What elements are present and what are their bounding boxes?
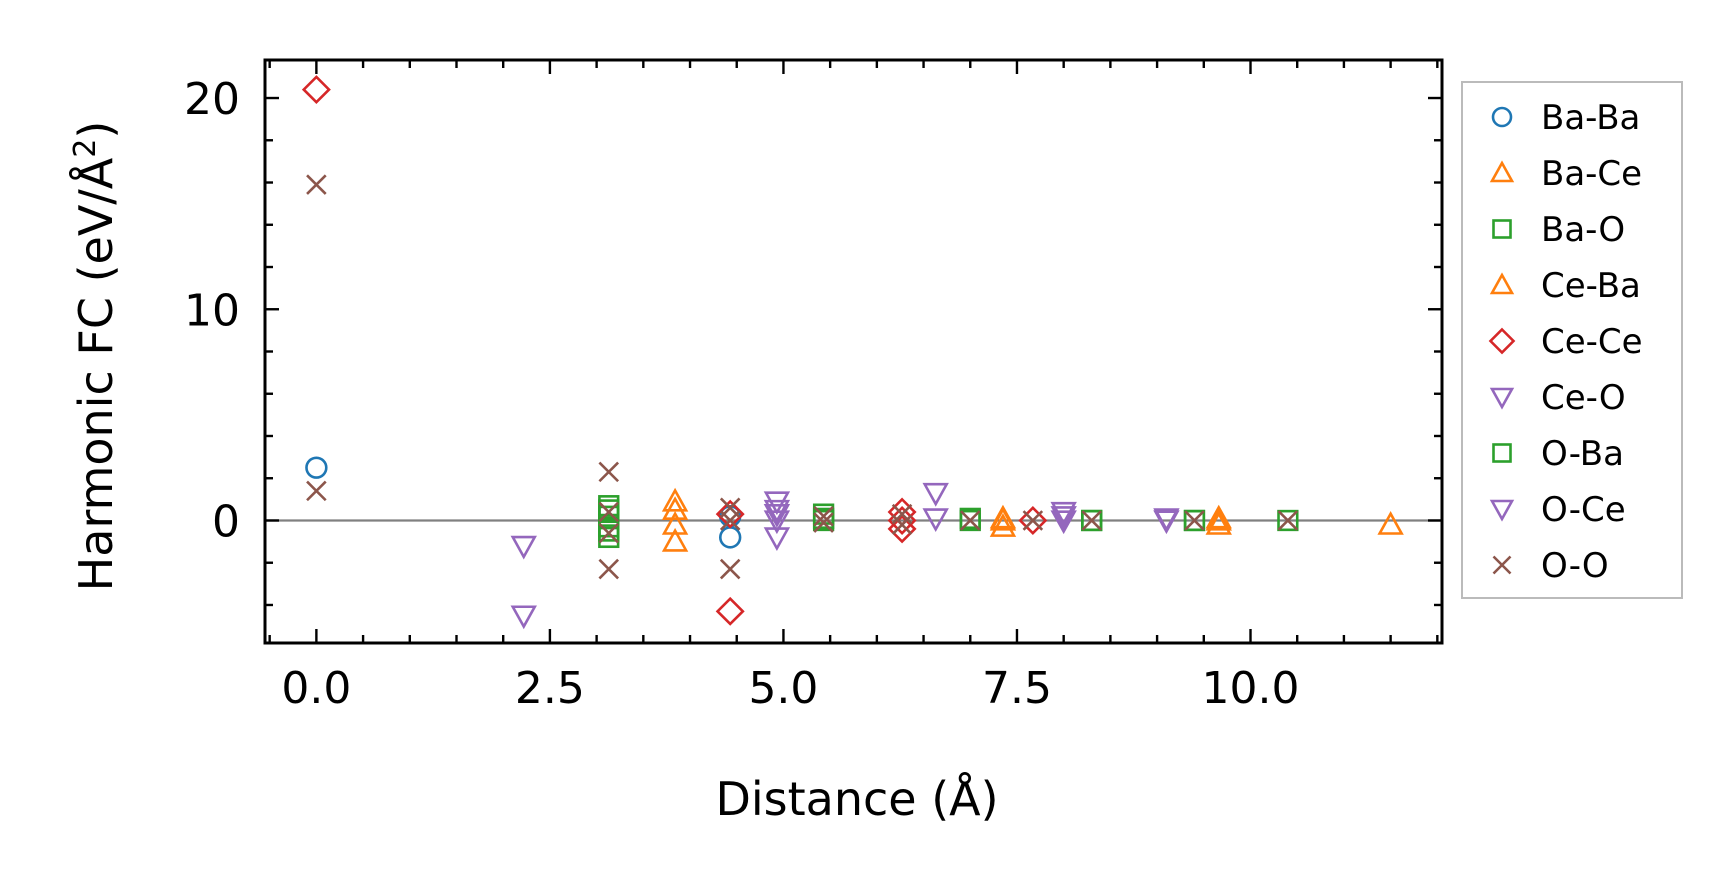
data-point-ba-ce [1205,511,1232,535]
legend-marker-ba-ba [1491,106,1513,128]
data-point-ce-o [1050,510,1077,535]
data-point-o-ba [598,499,620,521]
data-point-ce-o [763,527,791,552]
data-point-o-o [1277,510,1299,531]
data-point-o-ce [1153,510,1180,535]
legend-label-ba-ce: Ba-Ce [1541,154,1642,194]
y-tick-label: 20 [184,74,240,125]
legend-marker-ce-ba [1489,272,1515,295]
y-tick-label: 10 [184,285,240,336]
data-point-o-o [598,558,620,580]
data-point-o-o [598,522,620,544]
x-tick-label: 0.0 [281,663,351,714]
data-point-ba-ce [661,527,689,552]
legend-label-ba-o: Ba-O [1541,210,1625,250]
legend-label-ba-ba: Ba-Ba [1541,98,1640,138]
data-point-ce-ce [887,514,917,544]
x-axis-label: Distance (Å) [715,772,998,826]
data-point-ba-ce [989,513,1017,537]
data-point-ce-ce [301,75,331,105]
legend: Ba-Ba Ba-Ce Ba-O Ce-Ba Ce-Ce Ce-O O-Ba O-Ce O-O [1461,81,1683,599]
data-point-o-o [891,503,913,525]
legend-label-o-ce: O-Ce [1541,490,1626,530]
axes: 0.0 2.5 5.0 7.5 10.0 0 10 20 [184,58,1444,714]
data-point-ba-ba [305,456,328,479]
legend-marker-ce-ce [1488,327,1516,355]
x-tick-label: 2.5 [515,663,585,714]
plot-area [265,75,1442,630]
data-point-o-o [1184,510,1205,531]
data-point-o-ce [763,510,791,535]
data-point-o-ba [812,507,835,530]
data-point-o-ba [959,507,981,530]
data-point-ce-o [763,491,791,516]
x-tick-label: 7.5 [982,663,1052,714]
legend-label-ce-ce: Ce-Ce [1541,322,1643,362]
data-point-o-o [813,512,834,533]
data-point-ce-ce [1018,505,1048,535]
plot-frame [263,58,1444,645]
data-point-o-o [1022,510,1044,531]
legend-marker-ce-o [1489,387,1515,410]
data-point-o-o [598,461,620,483]
data-point-ce-o [922,508,949,533]
legend-marker-ba-o [1492,219,1512,239]
data-point-o-ba [1183,509,1206,532]
data-point-o-o [891,514,913,535]
data-point-o-ce [1050,506,1077,530]
legend-label-o-o: O-O [1541,546,1609,586]
data-point-ce-o [1050,501,1077,526]
data-point-o-o [306,174,327,195]
y-tick-label: 0 [212,496,240,547]
data-point-o-ba [598,520,620,542]
x-tick-label: 5.0 [748,663,818,714]
data-point-o-o [306,480,327,502]
data-point-o-ba [1081,509,1103,532]
data-point-ba-ce [661,511,689,535]
legend-label-ce-o: Ce-O [1541,378,1626,418]
legend-marker-o-o [1492,555,1512,575]
data-point-ba-ce [1377,511,1404,535]
legend-marker-o-ce [1489,499,1515,522]
data-point-ba-o [1277,509,1299,532]
data-point-ce-ba [989,506,1017,531]
data-point-ce-ce [715,499,745,529]
legend-label-ce-ba: Ce-Ba [1541,266,1641,306]
data-point-o-o [719,558,741,580]
y-axis-label: Harmonic FC (eV/Å2) [68,121,124,592]
data-point-ce-o [922,482,949,507]
legend-marker-ba-ce [1489,160,1515,183]
data-point-o-o [719,510,741,531]
legend-label-o-ba: O-Ba [1541,434,1624,474]
data-point-o-o [598,501,620,523]
data-point-ba-ba [718,526,742,549]
data-point-ce-ba [661,496,689,521]
data-point-ba-ce [661,487,689,512]
data-point-ce-o [510,605,537,630]
x-tick-label: 10.0 [1202,663,1300,714]
data-point-ce-ce [715,596,745,626]
legend-marker-o-ba [1492,443,1512,463]
data-point-o-o [1081,510,1102,531]
data-point-ce-ba [1205,504,1232,529]
data-point-o-o [959,510,981,531]
data-point-ce-o [763,504,791,528]
data-point-o-o [813,505,834,527]
data-point-ce-o [510,535,537,560]
